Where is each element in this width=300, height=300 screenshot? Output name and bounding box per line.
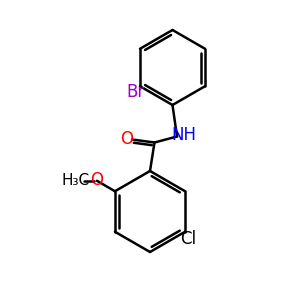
Text: H₃C: H₃C xyxy=(62,173,90,188)
Text: O: O xyxy=(90,171,104,189)
Text: Cl: Cl xyxy=(180,230,196,248)
Text: NH: NH xyxy=(171,126,196,144)
Text: Br: Br xyxy=(126,83,145,101)
Text: O: O xyxy=(120,130,133,148)
